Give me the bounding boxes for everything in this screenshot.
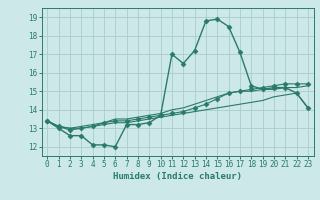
X-axis label: Humidex (Indice chaleur): Humidex (Indice chaleur) [113,172,242,181]
